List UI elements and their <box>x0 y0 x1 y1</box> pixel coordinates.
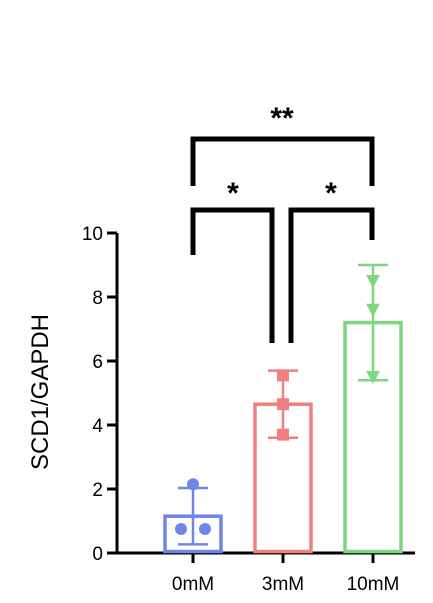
data-point <box>366 303 380 317</box>
x-tick-label: 10mM <box>347 574 400 595</box>
bars <box>163 263 403 554</box>
y-tick-label: 6 <box>92 352 103 373</box>
data-point <box>175 523 187 535</box>
significance-label: ** <box>270 102 294 135</box>
data-point <box>277 428 289 441</box>
data-point <box>187 478 199 491</box>
y-tick-label: 8 <box>92 288 103 309</box>
bracket <box>288 207 375 343</box>
significance-brackets: * *** <box>190 102 375 343</box>
significance-label: * <box>227 177 239 210</box>
axes: 0 2 4 6 8 10 0mM 3mM 10mM <box>82 224 415 595</box>
y-tick-label: 2 <box>92 480 103 501</box>
data-point <box>277 369 289 382</box>
y-tick-label: 0 <box>92 544 103 565</box>
bracket <box>190 136 375 186</box>
y-axis-title: SCD1/GAPDH <box>27 314 54 470</box>
y-tick-label: 10 <box>82 224 103 245</box>
x-tick-label: 3mM <box>262 574 304 595</box>
data-point <box>366 275 380 288</box>
x-tick-label: 0mM <box>172 574 214 595</box>
bracket <box>190 207 275 343</box>
significance-label: * <box>325 177 337 210</box>
data-point <box>277 398 289 411</box>
data-point <box>199 523 211 535</box>
data-point <box>366 371 380 384</box>
y-tick-label: 4 <box>92 416 103 437</box>
